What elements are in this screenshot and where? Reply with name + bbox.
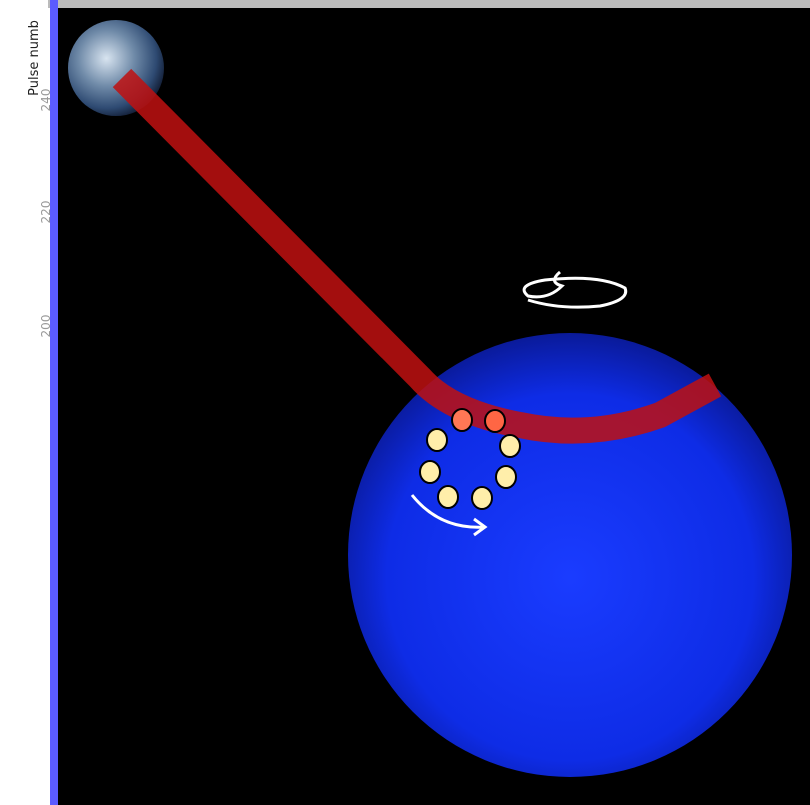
axis-label: Pulse numb — [27, 20, 42, 96]
spot — [451, 408, 473, 432]
beam — [112, 68, 722, 444]
rotation-arrow — [522, 270, 628, 309]
top-strip — [48, 0, 810, 8]
spot — [495, 465, 517, 489]
blue-border — [50, 0, 58, 805]
spot — [499, 434, 521, 458]
spot — [437, 485, 459, 509]
hotspots — [419, 408, 521, 510]
tick-label: 220 — [39, 201, 53, 224]
spot — [419, 460, 441, 484]
tick-label: 240 — [39, 89, 53, 112]
spot — [426, 428, 448, 452]
left-strip — [0, 0, 48, 805]
neutron-star — [348, 333, 792, 777]
tick-label: 200 — [39, 315, 53, 338]
spin-arrow — [410, 494, 488, 537]
spot — [484, 409, 506, 433]
spot — [471, 486, 493, 510]
